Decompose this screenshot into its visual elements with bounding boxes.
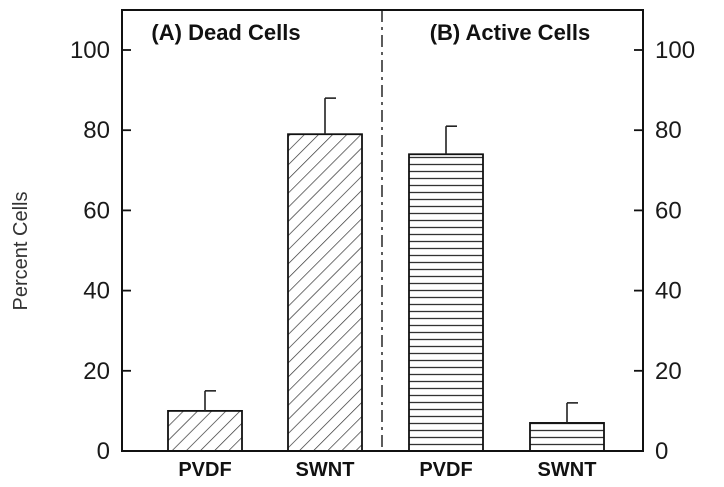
category-label: SWNT [296,459,355,481]
left-y-tick-label: 0 [97,438,110,465]
category-label: PVDF [178,459,231,481]
category-labels: PVDF SWNT PVDF SWNT [178,459,596,481]
panel-label: (B) Active Cells [430,20,591,45]
right-y-tick-label: 60 [655,197,682,224]
bar [529,422,605,452]
right-y-tick-label: 40 [655,278,682,305]
y-axis-label: Percent Cells [10,192,32,311]
panel-labels: (A) Dead Cells (B) Active Cells [151,20,590,45]
left-y-tick-label: 20 [83,358,110,385]
bar [408,153,484,452]
left-y-tick-label: 100 [70,37,110,64]
right-y-tick-label: 100 [655,37,695,64]
right-y-tick-label: 80 [655,117,682,144]
right-y-tick-label: 0 [655,438,668,465]
left-y-tick-labels: 0 20 40 60 80 100 [70,37,110,465]
category-label: SWNT [538,459,597,481]
left-y-tick-label: 60 [83,197,110,224]
error-bars [204,97,578,423]
category-label: PVDF [419,459,472,481]
bar [167,409,243,452]
left-y-tick-label: 40 [83,278,110,305]
plot-frame [121,9,644,452]
right-y-tick-labels: 0 20 40 60 80 100 [655,37,695,465]
bar [287,133,363,452]
right-y-tick-label: 20 [655,358,682,385]
left-y-tick-label: 80 [83,117,110,144]
bars [167,133,605,452]
panel-label: (A) Dead Cells [151,20,300,45]
